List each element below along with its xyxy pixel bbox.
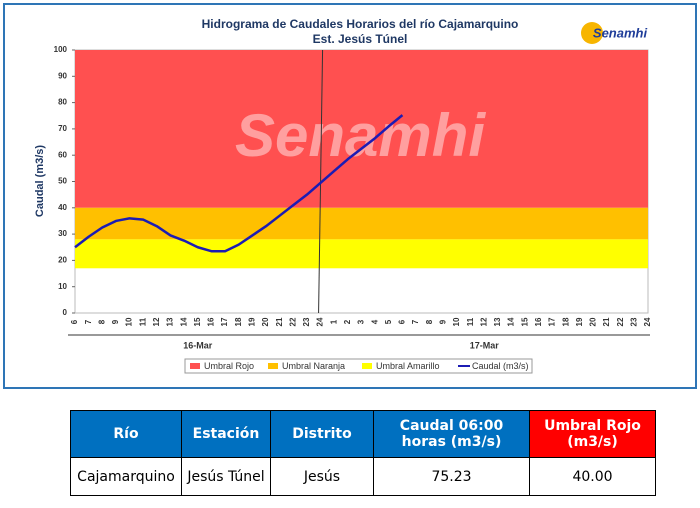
x-tick-label: 15 — [520, 317, 529, 326]
x-tick-label: 21 — [602, 317, 611, 326]
x-tick-label: 13 — [166, 317, 175, 326]
x-tick-label: 12 — [479, 317, 488, 326]
cell: Cajamarquino — [70, 457, 182, 496]
legend-box — [184, 358, 533, 374]
x-tick-label: 15 — [193, 317, 202, 326]
x-tick-label: 2 — [343, 319, 352, 324]
table: Río Estación Distrito Caudal 06:00 horas… — [70, 410, 656, 496]
legend-swatch — [190, 363, 200, 369]
chart-subtitle: Est. Jesús Túnel — [313, 32, 408, 46]
x-tick-label: 11 — [138, 317, 147, 326]
x-tick-label: 3 — [357, 319, 366, 324]
watermark: Senamhi — [235, 102, 486, 169]
header-cell: Caudal 06:00 horas (m3/s) — [373, 410, 530, 458]
date-label: 16-Mar — [183, 340, 213, 350]
y-tick-label: 70 — [58, 124, 67, 133]
threshold-band — [75, 50, 648, 208]
y-tick-label: 10 — [58, 282, 67, 291]
legend-label: Umbral Naranja — [282, 361, 345, 371]
y-tick-label: 90 — [58, 71, 67, 80]
y-tick-label: 60 — [58, 150, 67, 159]
threshold-band — [75, 239, 648, 269]
x-tick-label: 7 — [411, 319, 420, 324]
x-tick-label: 14 — [507, 317, 516, 326]
chart: Hidrograma de Caudales Horarios del río … — [3, 3, 697, 389]
x-tick-label: 10 — [452, 317, 461, 326]
x-tick-label: 16 — [207, 317, 216, 326]
y-tick-label: 20 — [58, 256, 67, 265]
x-tick-label: 22 — [288, 317, 297, 326]
date-label: 17-Mar — [470, 340, 500, 350]
x-tick-label: 23 — [302, 317, 311, 326]
header-cell: Río — [70, 410, 182, 458]
legend-swatch — [268, 363, 278, 369]
x-tick-label: 4 — [370, 319, 379, 324]
x-tick-label: 8 — [97, 319, 106, 324]
x-tick-label: 21 — [275, 317, 284, 326]
cell: Jesús — [270, 457, 374, 496]
header-cell: Estación — [181, 410, 271, 458]
x-tick-label: 12 — [152, 317, 161, 326]
x-tick-label: 6 — [70, 319, 79, 324]
legend-swatch — [362, 363, 372, 369]
x-tick-label: 6 — [398, 319, 407, 324]
x-tick-label: 20 — [589, 317, 598, 326]
x-tick-label: 18 — [561, 317, 570, 326]
x-tick-label: 5 — [384, 319, 393, 324]
cell: 75.23 — [373, 457, 530, 496]
y-axis-label: Caudal (m3/s) — [34, 145, 46, 217]
logo-sun — [581, 22, 603, 44]
x-tick-label: 9 — [438, 319, 447, 324]
y-tick-label: 80 — [58, 98, 67, 107]
logo: Senamhi — [593, 25, 648, 40]
x-tick-label: 14 — [179, 317, 188, 326]
cell: Jesús Túnel — [181, 457, 271, 496]
header-cell: Distrito — [270, 410, 374, 458]
y-tick-label: 40 — [58, 203, 67, 212]
x-tick-label: 16 — [534, 317, 543, 326]
x-tick-label: 19 — [575, 317, 584, 326]
x-tick-label: 13 — [493, 317, 502, 326]
legend-label: Caudal (m3/s) — [472, 361, 529, 371]
x-tick-label: 19 — [247, 317, 256, 326]
table-header: Río Estación Distrito Caudal 06:00 horas… — [70, 410, 656, 458]
legend-label: Umbral Rojo — [204, 361, 254, 371]
x-tick-label: 18 — [234, 317, 243, 326]
x-tick-label: 7 — [84, 319, 93, 324]
x-tick-label: 22 — [616, 317, 625, 326]
x-tick-label: 23 — [629, 317, 638, 326]
x-tick-label: 10 — [125, 317, 134, 326]
y-tick-label: 0 — [63, 308, 68, 317]
table-row: Cajamarquino Jesús Túnel Jesús 75.23 40.… — [70, 457, 656, 496]
threshold-band — [75, 207, 648, 240]
x-tick-label: 17 — [220, 317, 229, 326]
header-cell: Umbral Rojo (m3/s) — [529, 410, 656, 458]
x-tick-label: 24 — [316, 317, 325, 326]
data-line — [74, 114, 404, 253]
cell: 40.00 — [529, 457, 656, 496]
x-tick-label: 17 — [548, 317, 557, 326]
x-tick-label: 20 — [261, 317, 270, 326]
y-tick-label: 50 — [58, 177, 67, 186]
y-tick-label: 30 — [58, 229, 67, 238]
x-tick-label: 8 — [425, 319, 434, 324]
y-tick-label: 100 — [54, 45, 68, 54]
x-tick-label: 1 — [329, 319, 338, 324]
legend-label: Umbral Amarillo — [376, 361, 440, 371]
x-tick-label: 24 — [643, 317, 652, 326]
chart-title: Hidrograma de Caudales Horarios del río … — [202, 17, 519, 31]
x-tick-label: 11 — [466, 317, 475, 326]
x-tick-label: 9 — [111, 319, 120, 324]
